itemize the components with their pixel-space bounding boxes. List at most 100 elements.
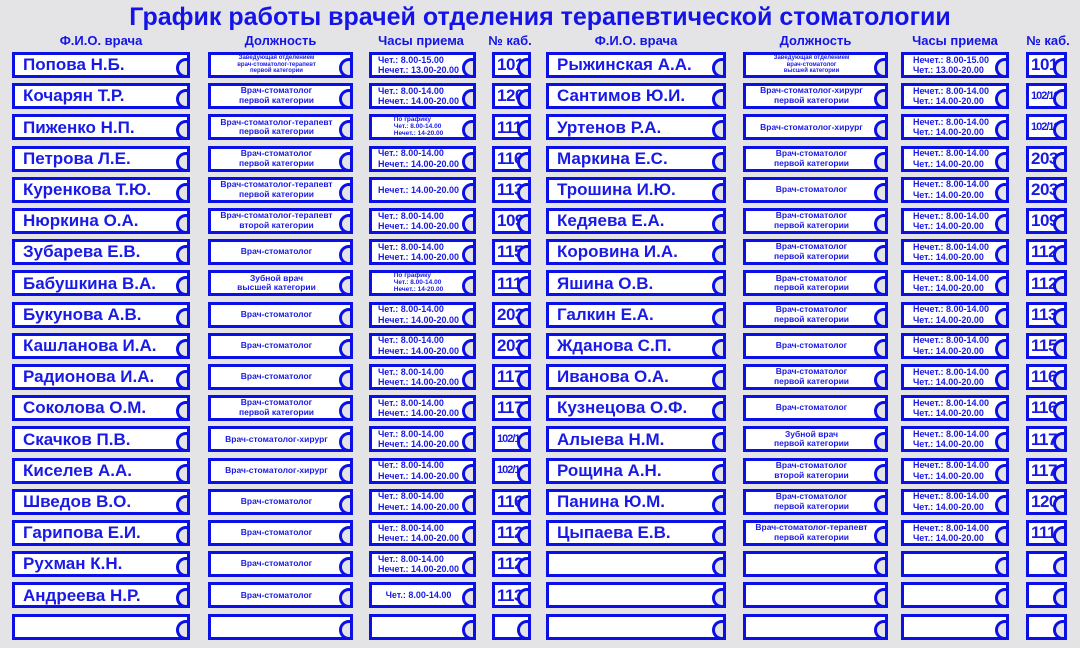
right-cabinet-cell: 112 [1026, 239, 1067, 266]
left-position-cell: Врач-стоматолог первой категории [208, 395, 353, 422]
right-cabinet-cell: 112 [1026, 270, 1067, 297]
right-name-cell: Жданова С.П. [546, 332, 726, 359]
right-hours-cell: Нечет.: 8.00-14.00 Чет.: 14.00-20.00 [901, 332, 1009, 359]
left-name-cell: Андреева Н.Р. [12, 582, 190, 609]
header-cabinet-right: № каб. [1026, 33, 1070, 48]
right-position-cell: Заведующая отделением врач-стоматолог вы… [743, 52, 888, 78]
right-hours-cell: Нечет.: 8.00-14.00 Чет.: 14.00-20.00 [901, 176, 1009, 203]
left-name-cell: Шведов В.О. [12, 488, 190, 515]
left-name-cell: Скачков П.В. [12, 426, 190, 453]
right-hours-cell [901, 582, 1009, 609]
right-name-cell: Кедяева Е.А. [546, 208, 726, 234]
right-name-cell: Рощина А.Н. [546, 457, 726, 484]
left-hours-cell: Чет.: 8.00-14.00 Нечет.: 14.00-20.00 [369, 83, 476, 110]
right-position-cell: Врач-стоматолог первой категории [743, 270, 888, 297]
right-hours-cell: Нечет.: 8.00-14.00 Чет.: 14.00-20.00 [901, 395, 1009, 422]
right-name-cell: Кузнецова О.Ф. [546, 395, 726, 422]
left-name-cell: Киселев А.А. [12, 457, 190, 484]
left-position-cell: Врач-стоматолог [208, 364, 353, 390]
left-cabinet-cell: 113 [492, 176, 531, 203]
left-cabinet-cell: 111 [492, 114, 531, 141]
left-position-cell: Врач-стоматолог-хирург [208, 457, 353, 484]
right-position-cell: Врач-стоматолог второй категории [743, 457, 888, 484]
left-name-cell: Нюркина О.А. [12, 208, 190, 234]
left-position-cell: Врач-стоматолог [208, 520, 353, 546]
header-position-right: Должность [779, 33, 852, 48]
right-name-cell: Галкин Е.А. [546, 301, 726, 328]
left-position-cell: Заведующая отделением врач-стоматолог-те… [208, 52, 353, 78]
left-hours-cell: Чет.: 8.00-14.00 Нечет.: 14.00-20.00 [369, 208, 476, 234]
left-hours-cell: Чет.: 8.00-14.00 Нечет.: 14.00-20.00 [369, 457, 476, 484]
right-hours-cell: Нечет.: 8.00-14.00 Чет.: 14.00-20.00 [901, 145, 1009, 172]
right-cabinet-cell: 117 [1026, 426, 1067, 453]
right-cabinet-cell: 102/103 [1026, 114, 1067, 141]
left-position-cell: Врач-стоматолог-терапевт второй категори… [208, 208, 353, 234]
left-hours-cell: Чет.: 8.00-15.00 Нечет.: 13.00-20.00 [369, 52, 476, 78]
left-cabinet-cell: 116 [492, 145, 531, 172]
right-cabinet-cell: 116 [1026, 395, 1067, 422]
left-position-cell: Врач-стоматолог [208, 551, 353, 578]
left-name-cell: Зубарева Е.В. [12, 239, 190, 266]
right-cabinet-cell: 113 [1026, 301, 1067, 328]
left-hours-cell [369, 613, 476, 640]
left-cabinet-cell: 116 [492, 488, 531, 515]
left-cabinet-cell: 115 [492, 239, 531, 266]
left-position-cell: Врач-стоматолог [208, 239, 353, 266]
left-cabinet-cell: 120 [492, 83, 531, 110]
left-hours-cell: Чет.: 8.00-14.00 Нечет.: 14.00-20.00 [369, 364, 476, 390]
left-name-cell [12, 613, 190, 640]
right-position-cell: Зубной врач первой категории [743, 426, 888, 453]
left-cabinet-cell: 109 [492, 208, 531, 234]
right-cabinet-cell: 109 [1026, 208, 1067, 234]
right-name-cell: Маркина Е.С. [546, 145, 726, 172]
right-position-cell: Врач-стоматолог-терапевт первой категори… [743, 520, 888, 546]
right-name-cell: Рыжинская А.А. [546, 52, 726, 78]
left-hours-cell: Чет.: 8.00-14.00 Нечет.: 14.00-20.00 [369, 551, 476, 578]
right-cabinet-cell: 120 [1026, 488, 1067, 515]
right-cabinet-cell: 102/103 [1026, 83, 1067, 110]
right-name-cell: Цыпаева Е.В. [546, 520, 726, 546]
left-cabinet-cell: 113 [492, 582, 531, 609]
header-cabinet-left: № каб. [488, 33, 532, 48]
left-position-cell: Врач-стоматолог-терапевт первой категори… [208, 176, 353, 203]
right-name-cell: Иванова О.А. [546, 364, 726, 390]
left-name-cell: Кашланова И.А. [12, 332, 190, 359]
left-position-cell: Врач-стоматолог [208, 332, 353, 359]
right-name-cell: Коровина И.А. [546, 239, 726, 266]
right-cabinet-cell [1026, 582, 1067, 609]
right-name-cell [546, 613, 726, 640]
right-cabinet-cell: 115 [1026, 332, 1067, 359]
page-title: График работы врачей отделения терапевти… [129, 3, 951, 31]
left-cabinet-cell: 117 [492, 364, 531, 390]
right-hours-cell [901, 551, 1009, 578]
right-hours-cell: Нечет.: 8.00-14.00 Чет.: 14.00-20.00 [901, 301, 1009, 328]
left-name-cell: Букунова А.В. [12, 301, 190, 328]
left-hours-cell: Нечет.: 14.00-20.00 [369, 176, 476, 203]
left-cabinet-cell: 203 [492, 332, 531, 359]
left-hours-cell: Чет.: 8.00-14.00 Нечет.: 14.00-20.00 [369, 332, 476, 359]
left-hours-cell: По графику Чет.: 8.00-14.00 Нечет.: 14-2… [369, 114, 476, 141]
right-position-cell [743, 613, 888, 640]
right-position-cell: Врач-стоматолог первой категории [743, 208, 888, 234]
left-position-cell: Зубной врач высшей категории [208, 270, 353, 297]
right-hours-cell: Нечет.: 8.00-14.00 Чет.: 14.00-20.00 [901, 83, 1009, 110]
right-hours-cell: Нечет.: 8.00-15.00 Чет.: 13.00-20.00 [901, 52, 1009, 78]
left-name-cell: Гарипова Е.И. [12, 520, 190, 546]
left-hours-cell: Чет.: 8.00-14.00 Нечет.: 14.00-20.00 [369, 395, 476, 422]
right-cabinet-cell: 116 [1026, 364, 1067, 390]
right-name-cell: Уртенов Р.А. [546, 114, 726, 141]
right-position-cell: Врач-стоматолог [743, 332, 888, 359]
header-hours-right: Часы приема [912, 33, 998, 48]
left-cabinet-cell: 111 [492, 270, 531, 297]
left-position-cell: Врач-стоматолог-терапевт первой категори… [208, 114, 353, 141]
right-cabinet-cell: 203 [1026, 145, 1067, 172]
right-position-cell: Врач-стоматолог-хирург первой категории [743, 83, 888, 110]
left-cabinet-cell: 112 [492, 520, 531, 546]
right-hours-cell: Нечет.: 8.00-14.00 Чет.: 14.00-20.00 [901, 114, 1009, 141]
right-hours-cell: Нечет.: 8.00-14.00 Чет.: 14.00-20.00 [901, 520, 1009, 546]
header-name-right: Ф.И.О. врача [594, 33, 678, 48]
right-position-cell [743, 551, 888, 578]
right-name-cell: Трошина И.Ю. [546, 176, 726, 203]
header-hours-left: Часы приема [378, 33, 464, 48]
right-hours-cell: Нечет.: 8.00-14.00 Чет.: 14.00-20.00 [901, 239, 1009, 266]
